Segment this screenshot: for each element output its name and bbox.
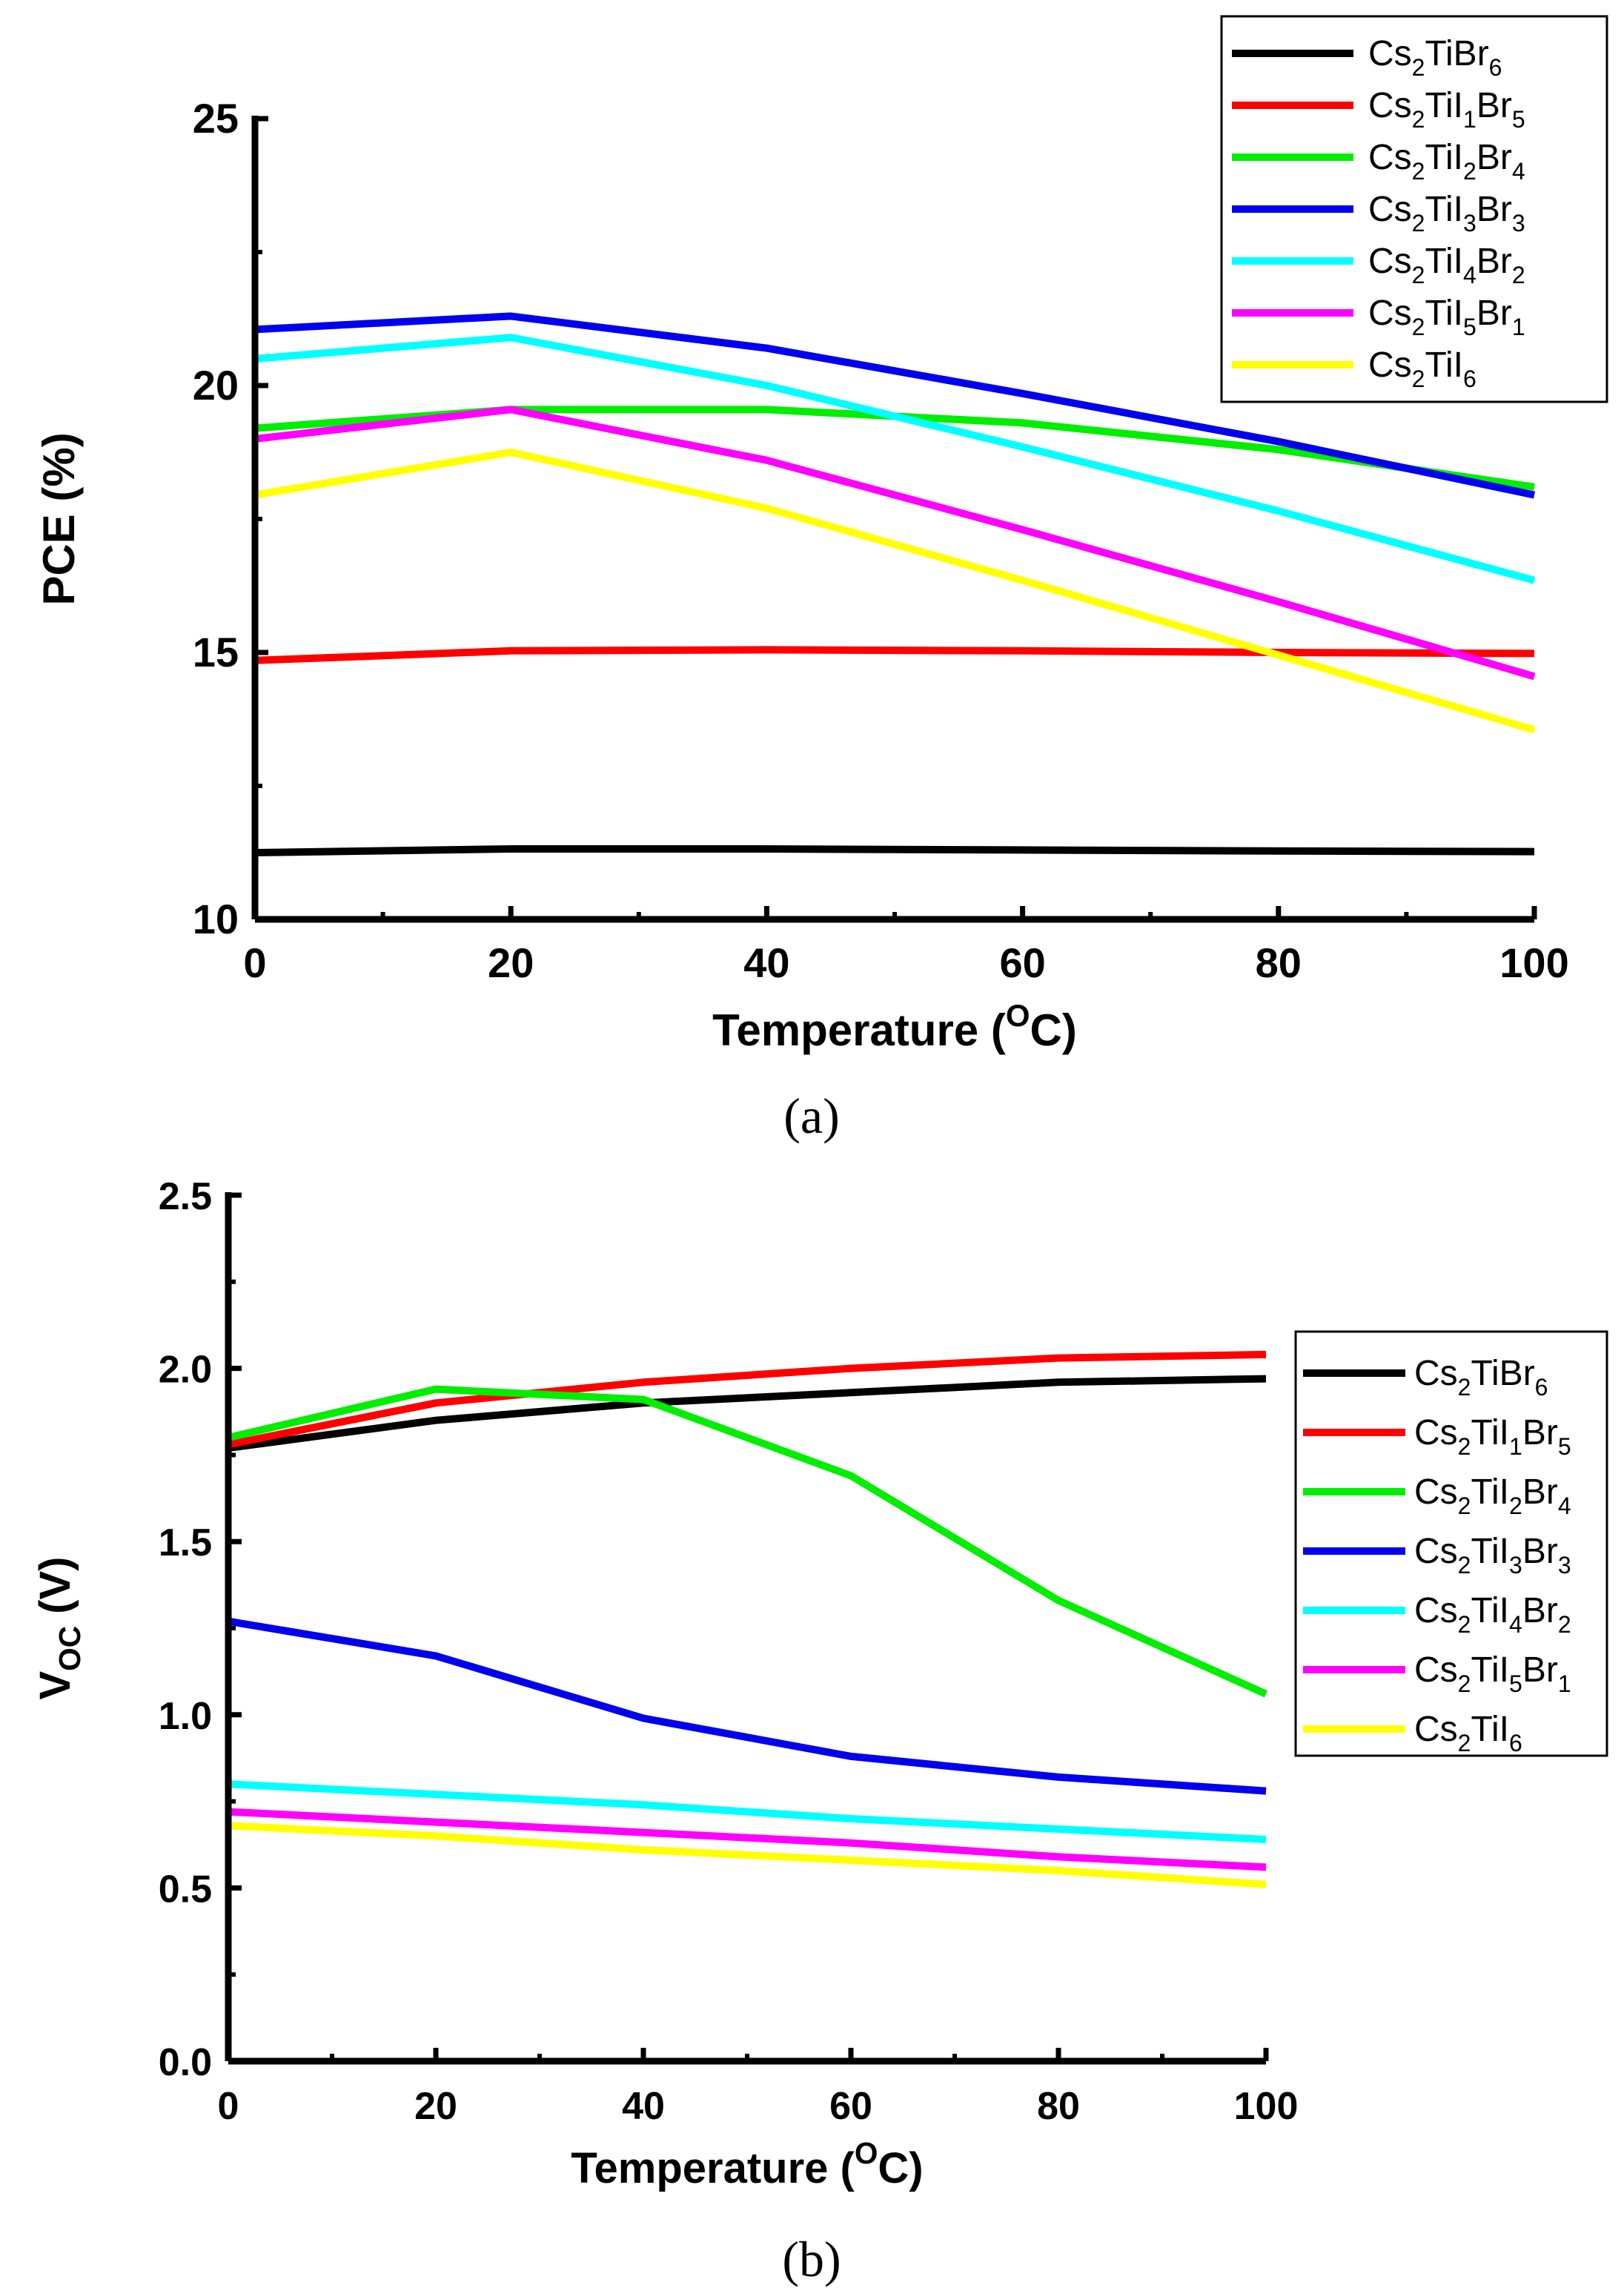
series-line-Cs2TiI2Br4 xyxy=(227,1385,1268,1698)
y-tick-label: 10 xyxy=(193,896,239,942)
series-line-Cs2TiI1Br5 xyxy=(254,646,1535,664)
x-tick-label: 40 xyxy=(743,939,789,986)
legend-label-Cs2TiBr6: Cs2TiBr6 xyxy=(1368,34,1502,81)
series-line-Cs2TiI5Br1 xyxy=(254,406,1536,681)
x-tick-label: 100 xyxy=(1234,2085,1299,2128)
x-tick-label: 100 xyxy=(1499,939,1568,986)
y-tick-label: 2.5 xyxy=(159,1175,212,1218)
series-line-Cs2TiI5Br1 xyxy=(228,1808,1267,1871)
series-line-Cs2TiI1Br5 xyxy=(228,1350,1267,1449)
x-tick-label: 60 xyxy=(999,939,1045,986)
y-tick-label: 25 xyxy=(193,95,239,142)
legend-label-Cs2TiI6: Cs2TiI6 xyxy=(1368,346,1476,392)
x-tick-label: 0 xyxy=(218,2085,239,2128)
series-line-Cs2TiBr6 xyxy=(228,1375,1267,1452)
series-line-Cs2TiI3Br3 xyxy=(228,1617,1267,1795)
y-tick-label: 1.5 xyxy=(159,1521,212,1564)
y-tick-label: 0.0 xyxy=(159,2041,212,2084)
y-tick-label: 20 xyxy=(193,362,239,409)
y-tick-label: 2.0 xyxy=(159,1349,212,1392)
x-tick-label: 0 xyxy=(243,939,266,986)
caption-b: (b) xyxy=(782,2231,841,2287)
legend-label-Cs2TiI6: Cs2TiI6 xyxy=(1414,1710,1522,1756)
x-tick-label: 60 xyxy=(829,2085,872,2128)
panel-b-voc-chart: 0 20 40 60 80 100 0.0 0.5 1.0 1.5 2.0 2.5 Temperatur… xyxy=(31,1175,1608,2192)
legend-label-Cs2TiI4Br2: Cs2TiI4Br2 xyxy=(1368,242,1525,288)
legend-label-Cs2TiI1Br5: Cs2TiI1Br5 xyxy=(1414,1413,1571,1460)
x-axis-title: Temperature (OC) xyxy=(571,2136,923,2192)
legend-label-Cs2TiI3Br3: Cs2TiI3Br3 xyxy=(1414,1532,1571,1578)
y-tick-label: 1.0 xyxy=(159,1695,212,1738)
x-tick-label: 20 xyxy=(488,939,534,986)
legend-label-Cs2TiI2Br4: Cs2TiI2Br4 xyxy=(1414,1472,1571,1519)
x-tick-label: 80 xyxy=(1037,2085,1080,2128)
y-tick-label: 0.5 xyxy=(159,1868,212,1911)
x-axis-title: Temperature (OC) xyxy=(712,998,1077,1055)
series-line-Cs2TiI4Br2 xyxy=(228,1780,1267,1843)
series-line-Cs2TiI3Br3 xyxy=(254,312,1536,499)
y-tick-label: 15 xyxy=(193,629,239,675)
legend-label-Cs2TiI5Br1: Cs2TiI5Br1 xyxy=(1368,294,1525,340)
legend-label-Cs2TiI5Br1: Cs2TiI5Br1 xyxy=(1414,1650,1571,1697)
legend-label-Cs2TiI1Br5: Cs2TiI1Br5 xyxy=(1368,86,1525,133)
y-axis-title: VOC (V) xyxy=(31,1557,87,1700)
series-line-Cs2TiBr6 xyxy=(254,845,1535,856)
series-line-Cs2TiI4Br2 xyxy=(254,334,1536,584)
series-line-Cs2TiI2Br4 xyxy=(254,406,1535,491)
caption-a: (a) xyxy=(783,1088,839,1144)
x-tick-label: 20 xyxy=(414,2085,457,2128)
legend-label-Cs2TiI3Br3: Cs2TiI3Br3 xyxy=(1368,190,1525,237)
y-axis-title: PCE (%) xyxy=(34,432,84,605)
legend-label-Cs2TiI4Br2: Cs2TiI4Br2 xyxy=(1414,1591,1571,1638)
legend-box xyxy=(1294,1330,1608,1757)
panel-a-pce-chart: 0 20 40 60 80 100 10 15 20 25 Temperature (OC) PCE … xyxy=(34,15,1608,1055)
legend-label-Cs2TiBr6: Cs2TiBr6 xyxy=(1414,1354,1548,1401)
series-line-Cs2TiI6 xyxy=(228,1822,1267,1888)
legend-label-Cs2TiI2Br4: Cs2TiI2Br4 xyxy=(1368,138,1525,185)
series-line-Cs2TiI6 xyxy=(254,449,1536,734)
x-tick-label: 40 xyxy=(622,2085,665,2128)
x-tick-label: 80 xyxy=(1256,939,1302,986)
